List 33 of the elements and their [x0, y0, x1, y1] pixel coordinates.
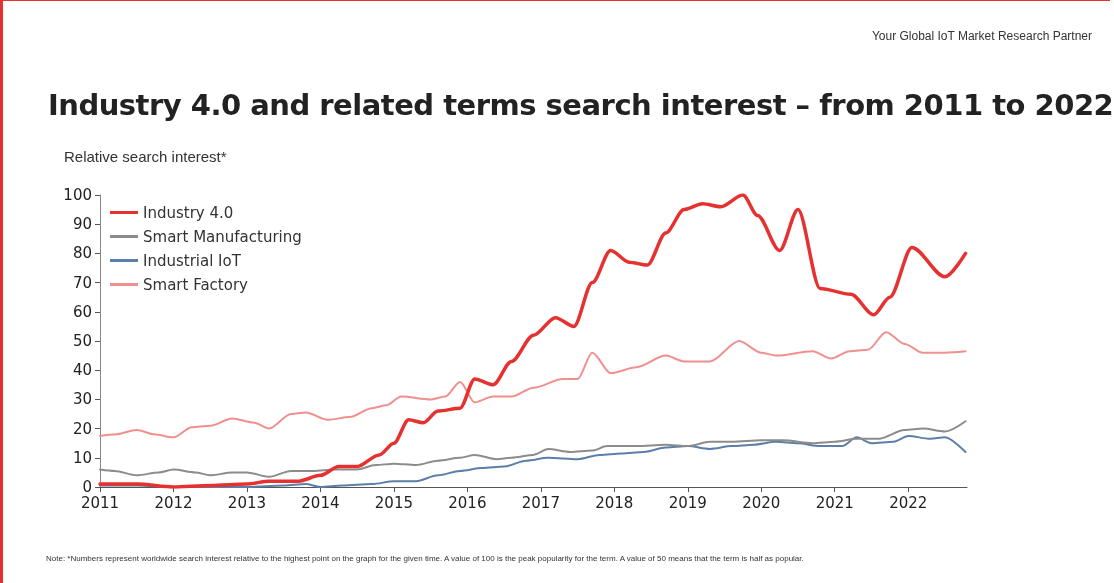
- x-tick-label: 2020: [742, 493, 781, 512]
- line-series: [99, 331, 967, 439]
- y-tick-label: 30: [72, 390, 92, 409]
- x-tick-label: 2022: [889, 493, 928, 512]
- x-tick-label: 2021: [815, 493, 854, 512]
- x-tick-label: 2012: [154, 493, 193, 512]
- x-tick-label: 2013: [227, 493, 267, 512]
- x-tick-label: 2014: [301, 493, 340, 512]
- legend-label: Industrial IoT: [143, 251, 242, 270]
- text: Your Global IoT Market Research Partner: [871, 29, 1092, 43]
- x-tick-label: 2015: [374, 493, 413, 512]
- y-tick-label: 70: [72, 273, 92, 292]
- legend-label: Industry 4.0: [143, 203, 234, 222]
- y-tick-label: 90: [72, 215, 92, 234]
- x-tick-label: 2011: [80, 493, 120, 512]
- y-tick-label: 20: [72, 419, 92, 438]
- x-tick-label: 2016: [448, 493, 487, 512]
- x-tick-label: 2019: [668, 493, 707, 512]
- chart-title: Industry 4.0 and related terms search interest – from 2011 to 2022: [48, 88, 1114, 122]
- y-tick-label: 60: [72, 302, 92, 321]
- y-axis-title: Relative search interest*: [64, 148, 227, 165]
- legend-label: Smart Factory: [143, 275, 249, 294]
- x-tick-label: 2018: [595, 493, 634, 512]
- legend-label: Smart Manufacturing: [143, 227, 302, 246]
- y-tick-label: 80: [72, 244, 92, 263]
- y-tick-label: 40: [72, 361, 92, 380]
- y-tick-label: 10: [72, 448, 92, 467]
- line-series: [98, 193, 968, 489]
- x-tick-label: 2017: [521, 493, 560, 512]
- y-tick-label: 100: [63, 186, 92, 204]
- y-tick-label: 50: [72, 332, 92, 350]
- y-tick-label: 0: [82, 478, 92, 496]
- text: Note: *Numbers represent worldwide search interest relative to the highest point on the graph for the given time. A value of 100 is the peak popularity for the term. A value of 50 means that the term is half as popular.: [46, 554, 805, 563]
